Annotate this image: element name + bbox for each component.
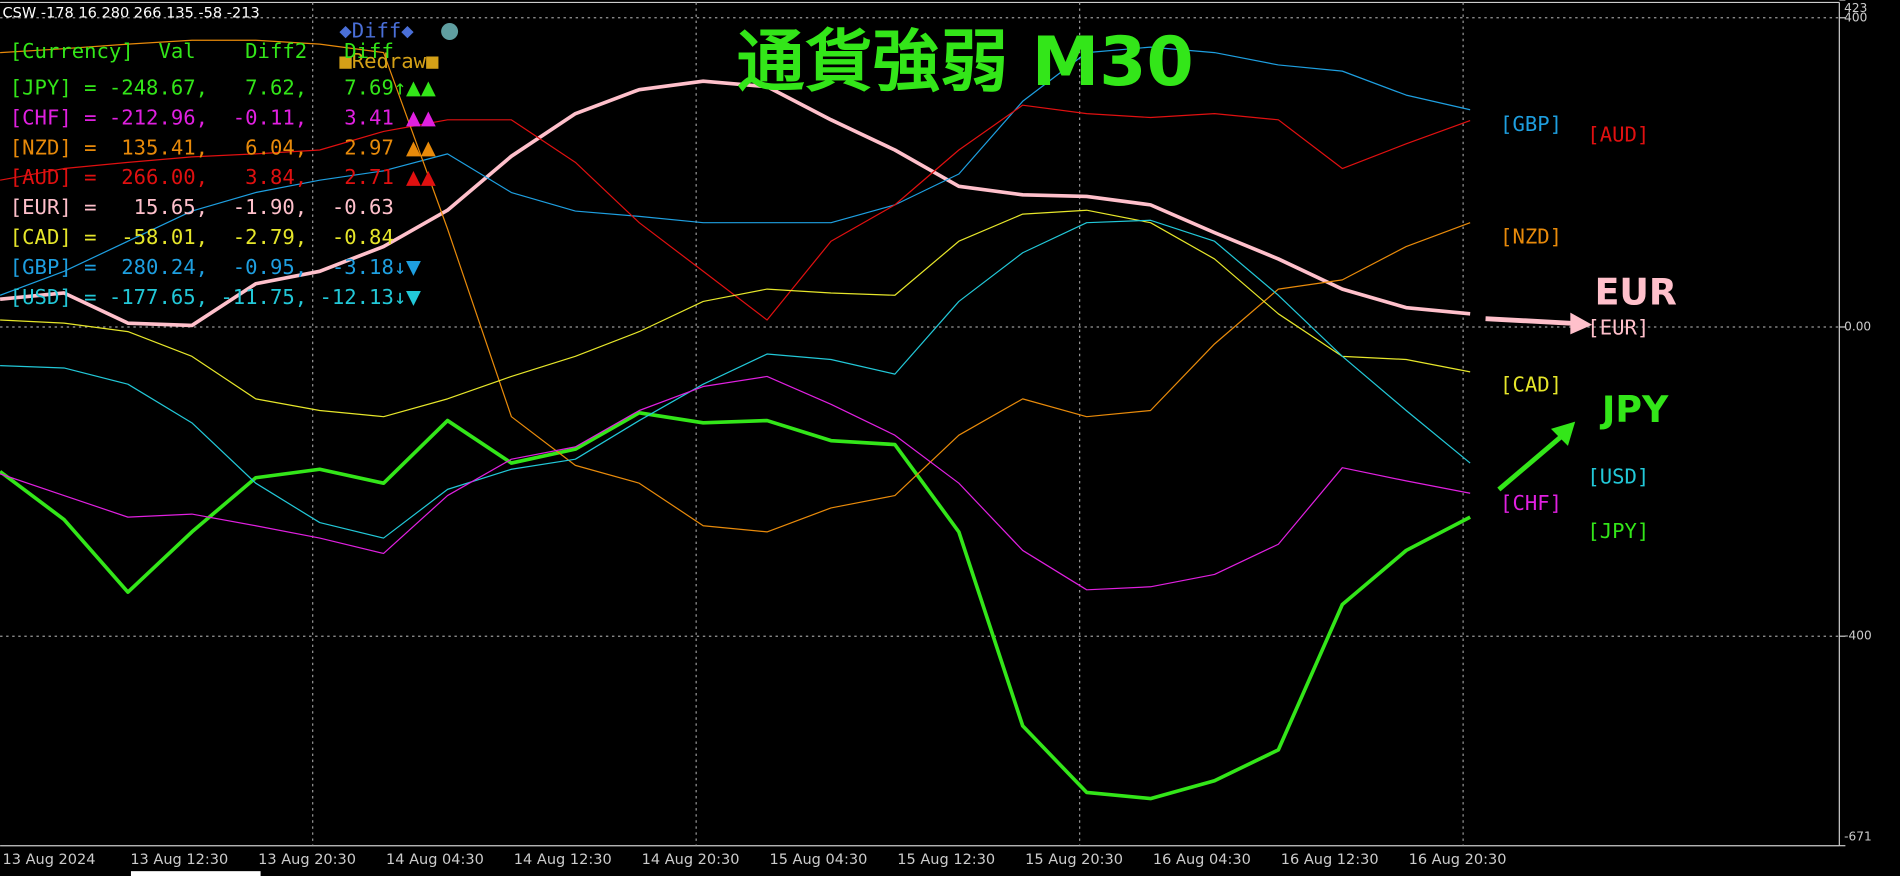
- panel-row: [JPY] = -248.67, 7.62, 7.69↑: [10, 75, 406, 99]
- legend-label: [CAD]: [1500, 372, 1562, 396]
- panel-marks: ▲▲: [406, 136, 436, 159]
- y-tick-label: -671: [1844, 830, 1871, 844]
- x-tick-label: 16 Aug 12:30: [1281, 852, 1379, 868]
- x-tick-label: 14 Aug 12:30: [514, 852, 612, 868]
- x-tick-label: 16 Aug 20:30: [1409, 852, 1507, 868]
- legend-label: [EUR]: [1587, 315, 1649, 339]
- legend-label: [CHF]: [1500, 491, 1562, 515]
- legend-label: [NZD]: [1500, 224, 1562, 248]
- panel-marks: ▲▲: [406, 106, 436, 129]
- x-tick-label: 14 Aug 04:30: [386, 852, 484, 868]
- panel-row: [GBP] = 280.24, -0.95, -3.18↓: [10, 255, 406, 279]
- x-tick-label: 15 Aug 20:30: [1025, 852, 1123, 868]
- panel-marks: ▲▲: [406, 76, 436, 99]
- chart-title: 通貨強弱 M30: [737, 23, 1194, 102]
- panel-row: [EUR] = 15.65, -1.90, -0.63: [10, 195, 394, 219]
- series-line: [0, 39, 1471, 533]
- panel-row: [NZD] = 135.41, 6.04, 2.97: [10, 135, 394, 159]
- panel-header: [Currency] Val Diff2 Diff: [10, 39, 394, 63]
- annotation: JPY: [1599, 388, 1669, 431]
- legend-label: [USD]: [1587, 464, 1649, 488]
- series-line: [0, 46, 1471, 296]
- y-tick-label: -400: [1844, 629, 1871, 643]
- legend-label: [JPY]: [1587, 519, 1649, 543]
- series-line: [0, 79, 1471, 328]
- panel-marks: ▲▲: [406, 166, 436, 189]
- y-tick-label: 400: [1844, 10, 1867, 24]
- x-tick-label: 13 Aug 20:30: [258, 852, 356, 868]
- series-line: [0, 375, 1471, 591]
- y-tick-label: 0.00: [1844, 319, 1871, 333]
- overlay: CSW -178 16 280 266 135 -58 -213 ◆Diff◆ …: [3, 5, 1677, 543]
- button-dot: [441, 23, 459, 40]
- jpy-arrow-head: [1550, 421, 1576, 446]
- panel-row: [CHF] = -212.96, -0.11, 3.41: [10, 105, 394, 129]
- scrollbar: [130, 871, 261, 876]
- info-text: CSW -178 16 280 266 135 -58 -213: [3, 5, 260, 21]
- x-tick-label: 13 Aug 2024: [3, 852, 96, 868]
- series-line: [0, 219, 1471, 539]
- series-line: [0, 209, 1471, 418]
- y-tick-label: 423: [1844, 1, 1867, 15]
- eur-arrow: [1485, 316, 1576, 326]
- x-tick-label: 16 Aug 04:30: [1153, 852, 1251, 868]
- legend-label: [AUD]: [1587, 123, 1649, 147]
- panel-row: [USD] = -177.65, -11.75, -12.13↓: [10, 285, 406, 309]
- legend-label: [GBP]: [1500, 112, 1562, 136]
- x-tick-label: 14 Aug 20:30: [642, 852, 740, 868]
- redraw-button[interactable]: ■Redraw■: [339, 49, 439, 73]
- panel-marks: ▼: [406, 285, 421, 308]
- panel-row: [CAD] = -58.01, -2.79, -0.84: [10, 225, 394, 249]
- panel-marks: ▼: [406, 256, 421, 279]
- diff-button[interactable]: ◆Diff◆: [339, 19, 414, 43]
- x-tick-label: 15 Aug 12:30: [897, 852, 995, 868]
- series-line: [0, 410, 1471, 801]
- eur-arrow-head: [1570, 312, 1593, 335]
- x-tick-label: 13 Aug 12:30: [130, 852, 228, 868]
- jpy-arrow: [1497, 433, 1565, 492]
- x-tick-label: 15 Aug 04:30: [769, 852, 867, 868]
- annotation: EUR: [1595, 270, 1677, 313]
- panel-row: [AUD] = 266.00, 3.84, 2.71: [10, 165, 394, 189]
